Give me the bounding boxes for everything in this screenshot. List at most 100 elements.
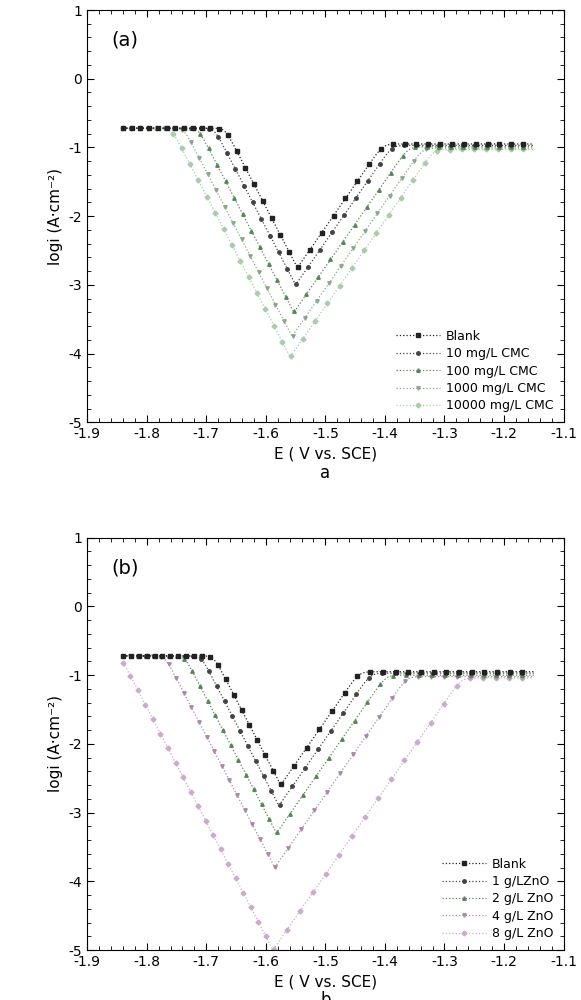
Line: 10000 mg/L CMC: 10000 mg/L CMC (121, 126, 536, 359)
Line: 2 g/L ZnO: 2 g/L ZnO (121, 654, 536, 835)
Blank (119, 122, 126, 134)
1000 mg/L CMC (530, 142, 537, 154)
10000 mg/L CMC (462, 143, 469, 155)
Blank (443, 666, 450, 678)
4 g/L ZnO (530, 671, 537, 683)
2 g/L ZnO (195, 677, 202, 689)
2 g/L ZnO (269, 820, 276, 832)
Blank (530, 666, 537, 678)
10 mg/L CMC (530, 139, 537, 151)
2 g/L ZnO (442, 669, 449, 681)
Blank (333, 698, 340, 710)
8 g/L ZnO (121, 659, 128, 671)
100 mg/L CMC (530, 141, 537, 153)
8 g/L ZnO (328, 860, 335, 872)
Blank (119, 650, 126, 662)
1000 mg/L CMC (289, 330, 296, 342)
Blank (205, 122, 212, 134)
10000 mg/L CMC (446, 144, 453, 156)
2 g/L ZnO (121, 650, 128, 662)
1 g/LZnO (530, 667, 537, 679)
10000 mg/L CMC (202, 187, 209, 199)
1 g/LZnO (332, 718, 339, 730)
4 g/L ZnO (329, 778, 336, 790)
1 g/LZnO (196, 652, 203, 664)
100 mg/L CMC (463, 141, 470, 153)
10000 mg/L CMC (121, 122, 128, 134)
10000 mg/L CMC (287, 351, 294, 363)
100 mg/L CMC (119, 122, 126, 134)
10 mg/L CMC (205, 122, 211, 134)
2 g/L ZnO (458, 669, 465, 681)
4 g/L ZnO (267, 854, 274, 866)
4 g/L ZnO (271, 862, 278, 874)
1000 mg/L CMC (121, 122, 128, 134)
100 mg/L CMC (203, 139, 210, 151)
1000 mg/L CMC (342, 253, 349, 265)
4 g/L ZnO (441, 671, 448, 683)
1 g/LZnO (271, 792, 278, 804)
Y-axis label: logi (A·cm⁻²): logi (A·cm⁻²) (48, 695, 63, 792)
Text: (a): (a) (111, 31, 138, 50)
1 g/LZnO (442, 667, 449, 679)
Y-axis label: logi (A·cm⁻²): logi (A·cm⁻²) (48, 168, 63, 265)
2 g/L ZnO (273, 827, 280, 839)
Line: 4 g/L ZnO: 4 g/L ZnO (121, 654, 536, 869)
1000 mg/L CMC (284, 322, 291, 334)
100 mg/L CMC (344, 229, 351, 241)
100 mg/L CMC (447, 141, 454, 153)
1000 mg/L CMC (462, 142, 469, 154)
Blank (347, 186, 354, 198)
10000 mg/L CMC (341, 273, 348, 285)
Blank (121, 650, 128, 662)
10000 mg/L CMC (282, 343, 289, 355)
1 g/LZnO (459, 667, 466, 679)
Blank (273, 771, 280, 783)
Line: 8 g/L ZnO: 8 g/L ZnO (121, 661, 536, 952)
4 g/L ZnO (121, 650, 128, 662)
10 mg/L CMC (288, 271, 295, 283)
Blank (459, 666, 466, 678)
8 g/L ZnO (270, 944, 277, 956)
Blank (464, 138, 471, 150)
Line: 1000 mg/L CMC: 1000 mg/L CMC (121, 126, 536, 338)
10 mg/L CMC (119, 122, 126, 134)
10 mg/L CMC (121, 122, 128, 134)
1000 mg/L CMC (202, 165, 209, 177)
X-axis label: E ( V vs. SCE): E ( V vs. SCE) (274, 974, 377, 989)
8 g/L ZnO (530, 672, 537, 684)
8 g/L ZnO (193, 797, 200, 809)
1 g/LZnO (121, 650, 128, 662)
1000 mg/L CMC (447, 142, 454, 154)
Text: a: a (320, 464, 331, 482)
Blank (294, 262, 301, 274)
100 mg/L CMC (286, 298, 293, 310)
X-axis label: E ( V vs. SCE): E ( V vs. SCE) (274, 447, 377, 462)
Line: 10 mg/L CMC: 10 mg/L CMC (121, 126, 536, 287)
2 g/L ZnO (119, 650, 126, 662)
4 g/L ZnO (458, 671, 465, 683)
10000 mg/L CMC (119, 122, 126, 134)
1 g/LZnO (275, 800, 282, 812)
100 mg/L CMC (121, 122, 128, 134)
Line: 100 mg/L CMC: 100 mg/L CMC (121, 126, 536, 314)
Line: 1 g/LZnO: 1 g/LZnO (121, 654, 536, 807)
Blank (449, 138, 456, 150)
10 mg/L CMC (292, 279, 299, 291)
2 g/L ZnO (530, 669, 537, 681)
1 g/LZnO (119, 650, 126, 662)
8 g/L ZnO (266, 937, 272, 949)
Line: Blank: Blank (121, 654, 536, 787)
Legend: Blank, 10 mg/L CMC, 100 mg/L CMC, 1000 mg/L CMC, 10000 mg/L CMC: Blank, 10 mg/L CMC, 100 mg/L CMC, 1000 m… (392, 326, 557, 416)
8 g/L ZnO (457, 676, 464, 688)
Blank (289, 253, 296, 265)
4 g/L ZnO (194, 713, 201, 725)
Blank (277, 779, 284, 791)
100 mg/L CMC (290, 306, 297, 318)
Legend: Blank, 1 g/LZnO, 2 g/L ZnO, 4 g/L ZnO, 8 g/L ZnO: Blank, 1 g/LZnO, 2 g/L ZnO, 4 g/L ZnO, 8… (438, 854, 557, 944)
10 mg/L CMC (448, 139, 455, 151)
10 mg/L CMC (464, 139, 471, 151)
2 g/L ZnO (331, 744, 338, 756)
8 g/L ZnO (440, 698, 447, 710)
Text: (b): (b) (111, 558, 138, 577)
